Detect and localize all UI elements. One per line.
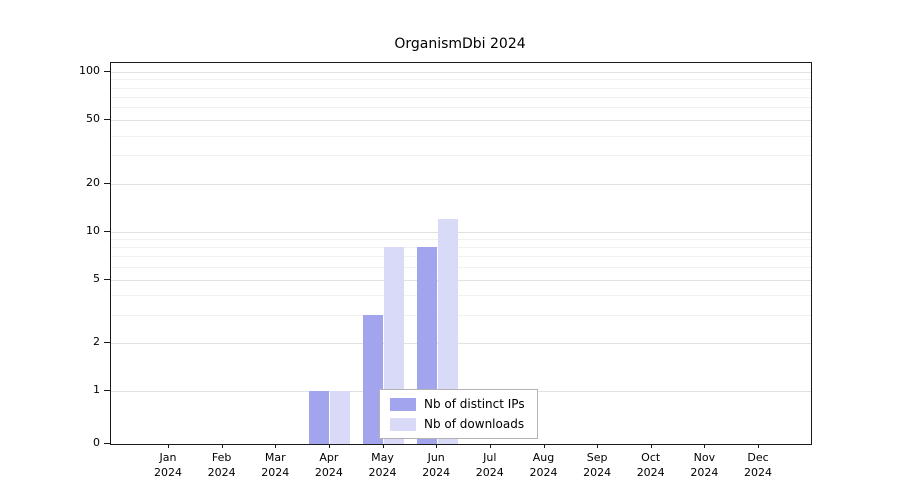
x-tick-mark — [597, 444, 599, 448]
x-axis-tick-label: Jul 2024 — [475, 451, 504, 479]
bar-distinct-ips — [309, 391, 330, 444]
x-axis-tick-label: May 2024 — [368, 451, 397, 479]
x-tick-mark — [543, 444, 545, 448]
y-axis-tick-label: 20 — [86, 175, 100, 189]
bar-distinct-ips — [363, 314, 383, 444]
x-tick-mark — [275, 444, 277, 448]
y-axis-tick-label: 5 — [93, 271, 100, 285]
gridline — [111, 314, 811, 316]
gridline — [111, 79, 811, 81]
x-tick-mark — [489, 444, 491, 448]
legend-swatch-downloads-icon — [390, 417, 416, 431]
x-axis-tick-label: Apr 2024 — [314, 451, 343, 479]
x-axis-tick-label: Mar 2024 — [261, 451, 290, 479]
x-axis-tick-label: Sep 2024 — [583, 451, 612, 479]
x-tick-mark — [758, 444, 759, 448]
legend-label-downloads: Nb of downloads — [424, 417, 525, 431]
y-axis-tick-label: 50 — [86, 112, 100, 125]
y-axis-tick-label: 2 — [93, 335, 100, 348]
x-tick-mark — [704, 444, 706, 448]
y-tick-mark — [104, 230, 110, 232]
bar-downloads — [330, 391, 351, 444]
x-axis-tick-label: Feb 2024 — [207, 451, 236, 479]
gridline — [111, 155, 811, 157]
gridline — [111, 266, 811, 268]
gridline — [111, 87, 811, 89]
gridline — [111, 96, 811, 98]
gridline — [111, 72, 811, 73]
gridline — [111, 183, 811, 185]
gridline — [111, 120, 811, 121]
gridline — [111, 343, 811, 344]
gridline — [111, 231, 811, 233]
y-axis-tick-label: 0 — [93, 436, 100, 449]
x-tick-mark — [650, 444, 652, 448]
x-axis-tick-label: Oct 2024 — [636, 451, 665, 479]
y-axis-tick-label: 1 — [93, 383, 100, 396]
y-tick-mark — [104, 71, 110, 72]
gridline — [111, 247, 811, 248]
legend: Nb of distinct IPs Nb of downloads — [379, 389, 538, 439]
x-tick-mark — [168, 444, 169, 448]
gridline — [111, 279, 811, 281]
y-tick-mark — [104, 390, 110, 391]
x-axis-tick-label: Dec 2024 — [744, 451, 772, 479]
x-axis-tick-label: Aug 2024 — [529, 451, 558, 479]
y-tick-mark — [104, 342, 110, 343]
x-tick-mark — [328, 444, 330, 448]
legend-item-downloads: Nb of downloads — [390, 417, 525, 431]
gridline — [111, 107, 811, 109]
y-axis-tick-label: 100 — [79, 64, 100, 77]
y-tick-mark — [104, 278, 110, 280]
chart-title: OrganismDbi 2024 — [394, 36, 526, 52]
legend-label-distinct-ips: Nb of distinct IPs — [424, 397, 525, 411]
y-tick-mark — [104, 182, 110, 184]
gridline — [111, 256, 811, 258]
gridline — [111, 295, 811, 296]
legend-item-distinct-ips: Nb of distinct IPs — [390, 397, 525, 411]
gridline — [111, 135, 811, 137]
y-tick-mark — [104, 443, 110, 444]
x-axis-tick-label: Jun 2024 — [422, 451, 451, 479]
x-axis-tick-label: Jan 2024 — [154, 451, 182, 479]
x-tick-mark — [382, 444, 384, 448]
x-tick-mark — [436, 444, 438, 448]
gridline — [111, 238, 811, 240]
bar-downloads — [437, 218, 458, 444]
bars-layer — [111, 63, 811, 444]
y-axis-tick-label: 10 — [86, 223, 100, 237]
y-tick-mark — [104, 119, 110, 120]
x-tick-mark — [221, 444, 223, 448]
x-axis-tick-label: Nov 2024 — [690, 451, 719, 479]
legend-swatch-distinct-ips-icon — [390, 397, 416, 411]
plot-area: Nb of distinct IPs Nb of downloads — [110, 62, 812, 445]
